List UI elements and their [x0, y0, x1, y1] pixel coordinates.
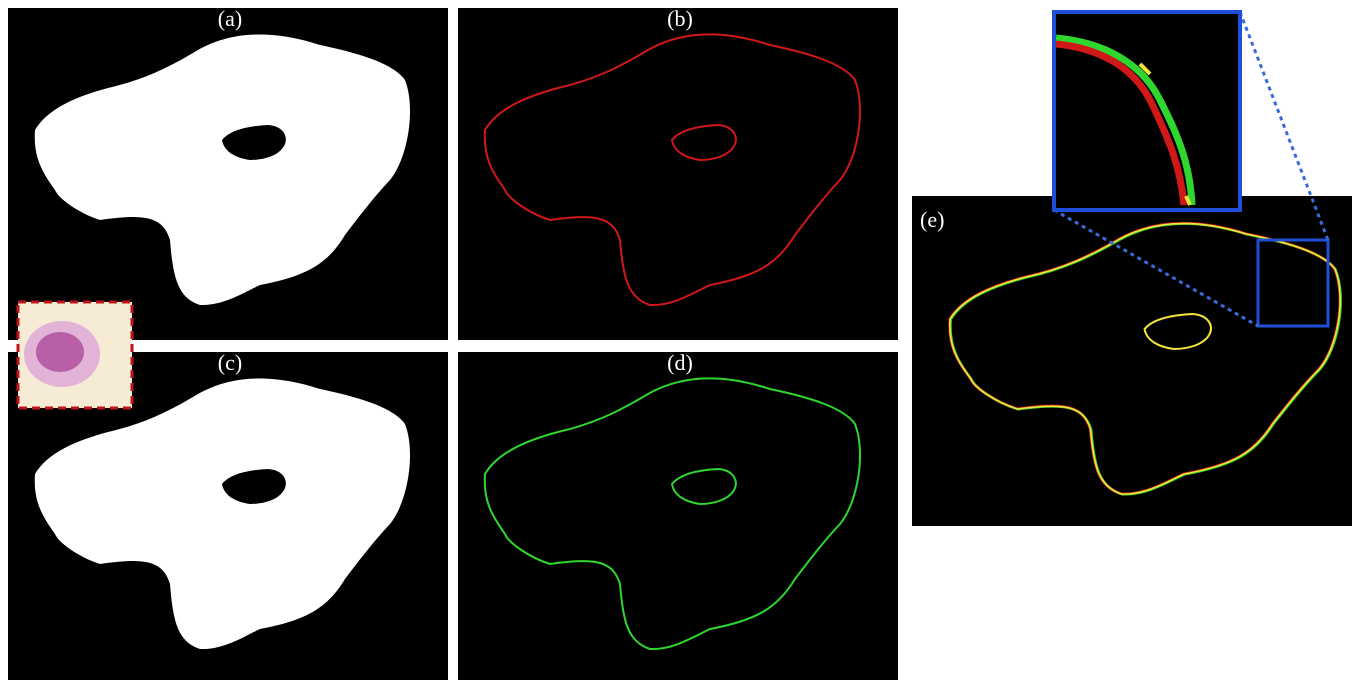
cell-nucleus: [36, 332, 84, 372]
panel-d: [458, 352, 898, 680]
panel-label: (a): [218, 6, 242, 31]
panel-label: (e): [920, 207, 944, 232]
page: (a) (b) (c) (d) (e) (() => {: [0, 0, 1356, 680]
cell-inset: [18, 302, 132, 408]
panel-b: [458, 8, 898, 340]
panel-label: (c): [218, 350, 242, 375]
panel-label: (b): [667, 6, 693, 31]
panel-label: (d): [667, 350, 693, 375]
panel-e: [912, 196, 1352, 526]
figure: (a) (b) (c) (d) (e): [0, 0, 1356, 680]
